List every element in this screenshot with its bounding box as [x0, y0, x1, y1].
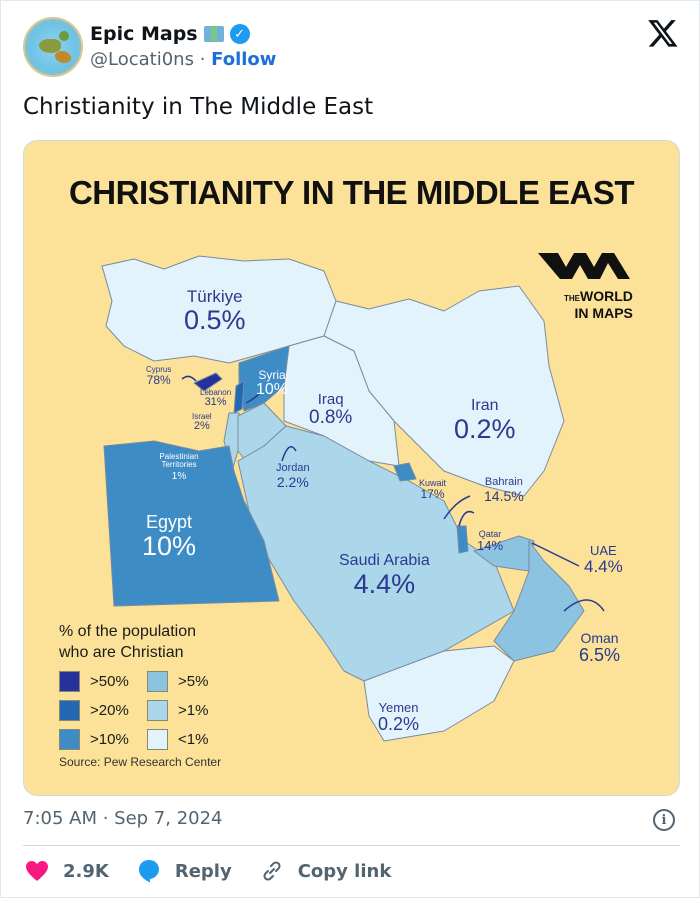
logo-text: THEWORLD IN MAPS [564, 288, 633, 321]
label-qatar: Qatar 14% [477, 529, 504, 554]
legend-item: >20% [59, 700, 147, 721]
middle-east-map [101, 255, 605, 742]
label-oman: Oman 6.5% [579, 630, 621, 665]
author-handle[interactable]: @Locati0ns [90, 49, 194, 70]
legend-item: <1% [147, 729, 237, 750]
copy-link-button[interactable]: Copy link [260, 859, 392, 883]
world-in-maps-logo-icon [538, 253, 630, 279]
handle-row: @Locati0ns · Follow [90, 49, 276, 70]
label-bahrain: Bahrain 14.5% [484, 476, 524, 504]
separator: · [199, 49, 206, 70]
label-egypt: Egypt 10% [142, 512, 197, 561]
cyprus-shape [193, 372, 223, 392]
lebanon-shape [233, 380, 245, 414]
author-name[interactable]: Epic Maps [90, 23, 198, 45]
label-syria: Syria 10% [256, 368, 289, 398]
label-yemen: Yemen 0.2% [378, 700, 420, 734]
avatar[interactable] [23, 17, 83, 77]
like-button[interactable]: 2.9K [25, 860, 109, 882]
reply-label: Reply [174, 860, 232, 882]
label-palestine: Palestinian Territories 1% [159, 452, 199, 482]
timestamp[interactable]: 7:05 AM · Sep 7, 2024 [23, 808, 223, 829]
reply-button[interactable]: Reply [137, 859, 232, 883]
legend-swatch [147, 671, 168, 692]
follow-button[interactable]: Follow [211, 49, 277, 70]
info-icon[interactable]: i [653, 809, 675, 831]
egypt-shape [103, 440, 280, 607]
saudi-shape [237, 425, 515, 682]
kuwait-shape [393, 462, 417, 482]
like-count: 2.9K [63, 860, 109, 882]
label-iran: Iran 0.2% [454, 397, 516, 444]
x-logo-icon[interactable] [646, 17, 680, 49]
verified-badge-icon: ✓ [229, 24, 250, 44]
divider [23, 845, 680, 846]
label-jordan: Jordan 2.2% [276, 462, 310, 490]
legend-swatch [147, 700, 168, 721]
label-lebanon: Lebanon 31% [200, 388, 232, 409]
copy-link-label: Copy link [297, 860, 392, 882]
label-turkey: Türkiye 0.5% [184, 287, 246, 335]
label-cyprus: Cyprus 78% [146, 365, 172, 388]
oman-shape [493, 540, 585, 662]
label-israel: Israel 2% [192, 412, 212, 433]
legend-item: >50% [59, 671, 147, 692]
legend-item: >1% [147, 700, 237, 721]
legend-item: >5% [147, 671, 237, 692]
source-note: Source: Pew Research Center [59, 755, 222, 769]
tweet-text: Christianity in The Middle East [23, 94, 374, 120]
legend-title: % of the population who are Christian [59, 623, 196, 661]
legend-swatch [59, 700, 80, 721]
label-uae: UAE 4.4% [584, 543, 623, 576]
yemen-shape [363, 645, 515, 742]
legend-swatch [59, 671, 80, 692]
heart-icon [26, 861, 48, 881]
qatar-shape [456, 525, 469, 554]
author-row: Epic Maps ✓ [90, 23, 250, 45]
tweet-image[interactable]: CHRISTIANITY IN THE MIDDLE EAST [23, 140, 680, 796]
legend-swatch [59, 729, 80, 750]
label-kuwait: Kuwait 17% [419, 478, 447, 502]
legend: >50% >5% >20% >1% >10% <1% [59, 671, 237, 750]
label-iraq: Iraq 0.8% [309, 391, 353, 428]
label-saudi-arabia: Saudi Arabia 4.4% [339, 552, 430, 599]
action-bar: 2.9K Reply Copy link [25, 859, 419, 883]
legend-swatch [147, 729, 168, 750]
map-title: CHRISTIANITY IN THE MIDDLE EAST [68, 174, 635, 211]
israel-shape [223, 412, 240, 472]
reply-bubble-icon [138, 860, 159, 883]
map-emoji-icon [203, 26, 224, 42]
link-icon [263, 861, 281, 881]
legend-item: >10% [59, 729, 147, 750]
